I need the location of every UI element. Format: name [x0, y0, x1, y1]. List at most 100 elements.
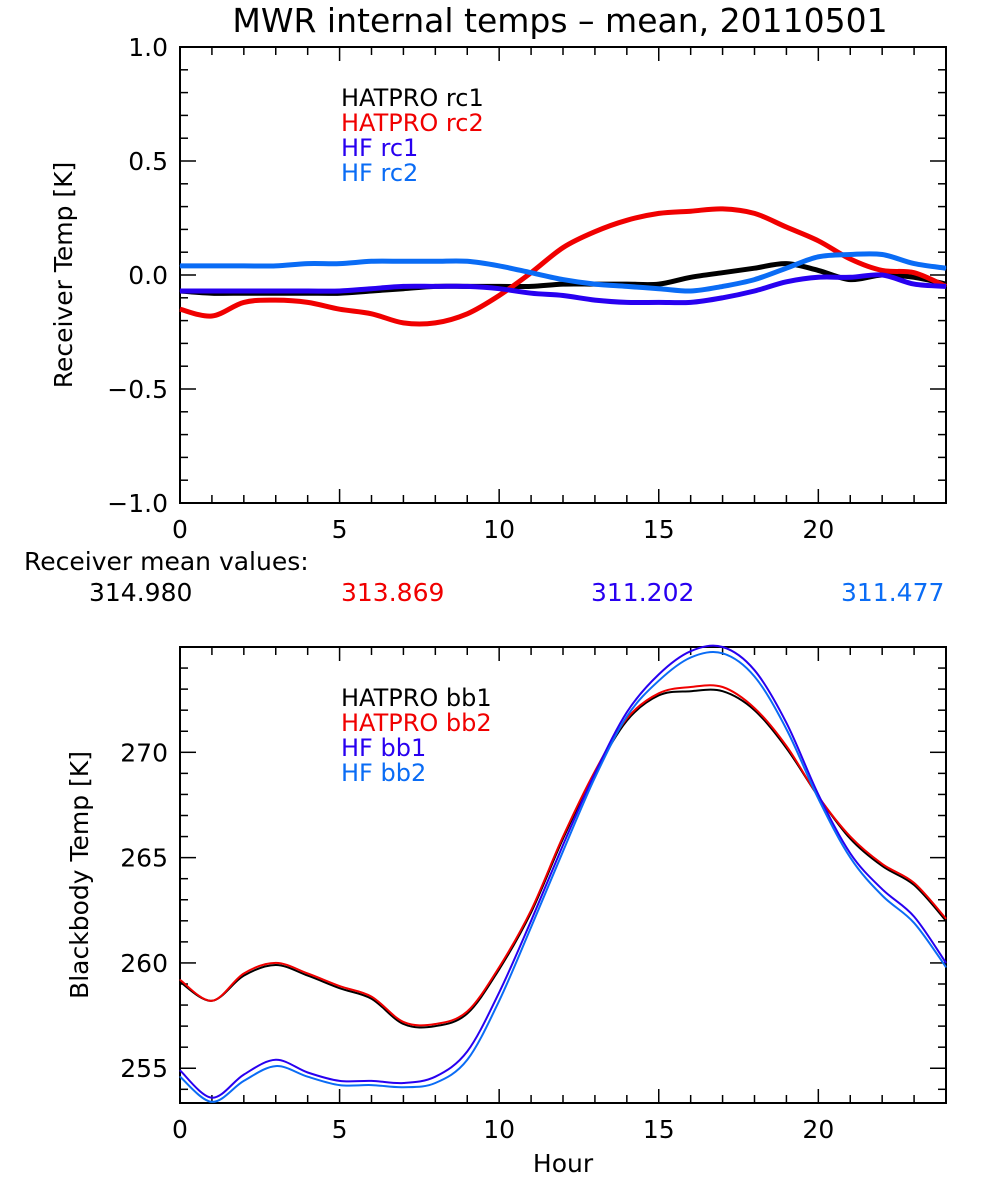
data-point-hatpro-rc1: [658, 283, 660, 285]
data-point-hf-bb1: [754, 669, 755, 671]
data-point-hf-bb2: [881, 895, 883, 897]
y-tick-label: −1.0: [107, 489, 168, 518]
data-point-hatpro-bb2: [913, 882, 915, 884]
data-point-hf-rc2: [307, 263, 309, 265]
data-point-hf-bb2: [530, 926, 532, 928]
x-tick-label: 5: [332, 515, 348, 544]
data-point-hf-rc2: [849, 253, 851, 255]
data-point-hf-bb1: [434, 1076, 436, 1078]
mean-value-hf-rc1: 311.202: [591, 578, 694, 607]
data-point-hf-rc1: [626, 301, 628, 303]
y-axis-label: Receiver Temp [K]: [49, 162, 78, 389]
data-point-hf-bb1: [562, 844, 564, 846]
data-point-hf-bb1: [690, 650, 692, 652]
data-point-hatpro-bb1: [402, 1023, 404, 1025]
data-point-hatpro-rc1: [913, 276, 915, 278]
data-point-hf-bb2: [466, 1059, 468, 1061]
data-point-hf-rc2: [754, 279, 755, 281]
data-point-hf-bb1: [275, 1059, 277, 1061]
data-point-hf-bb2: [307, 1076, 309, 1078]
data-point-hf-bb1: [371, 1080, 372, 1082]
legend-item-hf-bb1: HF bb1: [341, 734, 426, 762]
data-point-hf-bb2: [785, 728, 787, 730]
data-point-hatpro-bb1: [881, 865, 883, 867]
data-point-hf-rc2: [179, 265, 181, 267]
data-point-hf-rc2: [690, 290, 692, 292]
legend-item-hatpro-rc2: HATPRO rc2: [341, 109, 484, 137]
data-point-hf-rc2: [594, 283, 596, 285]
receiver-temp-panel: 0 5 10 15 20 −1.0 −0.5 0.0 0.5 1.0 Receiver Temp …: [49, 33, 948, 544]
data-point-hatpro-bb1: [307, 975, 309, 977]
x-tick-label: 20: [802, 1115, 834, 1144]
x-tick-label: 0: [172, 1115, 188, 1144]
data-point-hatpro-rc2: [849, 258, 851, 260]
data-point-hf-bb1: [243, 1074, 245, 1076]
data-point-hatpro-rc2: [307, 301, 309, 303]
data-point-hf-bb2: [722, 652, 724, 654]
series-lines: [179, 206, 948, 327]
data-point-hatpro-bb2: [658, 692, 660, 694]
data-point-hf-rc2: [243, 265, 245, 267]
data-point-hf-rc2: [945, 267, 947, 269]
data-point-hf-bb2: [179, 1076, 181, 1078]
data-point-hf-bb2: [371, 1084, 372, 1086]
data-point-hf-rc1: [594, 299, 596, 301]
legend: HATPRO bb1 HATPRO bb2 HF bb1 HF bb2: [341, 684, 492, 787]
data-point-hatpro-bb1: [179, 981, 181, 983]
x-tick-label: 20: [802, 515, 834, 544]
data-point-hf-rc1: [275, 290, 277, 292]
mean-value-hf-rc2: 311.477: [841, 578, 944, 607]
data-point-hf-rc2: [881, 253, 883, 255]
data-point-hf-bb1: [307, 1071, 309, 1073]
mean-value-hatpro-rc1: 314.980: [89, 578, 192, 607]
legend-item-hf-rc1: HF rc1: [341, 134, 418, 162]
data-point-hf-rc2: [626, 285, 628, 287]
y-tick-label: 1.0: [128, 33, 168, 62]
data-point-hf-rc1: [690, 301, 692, 303]
data-point-hatpro-rc2: [211, 315, 213, 317]
data-point-hf-rc1: [722, 297, 724, 299]
data-point-hf-bb1: [658, 673, 660, 675]
data-point-hf-rc1: [658, 301, 660, 303]
data-point-hatpro-bb1: [658, 694, 660, 696]
data-point-hatpro-rc1: [722, 272, 724, 274]
legend-item-hf-bb2: HF bb2: [341, 759, 426, 787]
y-tick-label: 0.5: [128, 147, 168, 176]
data-point-hf-bb2: [754, 675, 755, 677]
data-point-hf-rc2: [785, 267, 787, 269]
data-point-hatpro-rc1: [530, 285, 532, 287]
data-point-hatpro-bb1: [754, 709, 755, 711]
data-point-hf-rc1: [754, 290, 755, 292]
data-point-hf-rc1: [402, 285, 404, 287]
data-point-hatpro-bb2: [179, 979, 181, 981]
data-point-hf-bb2: [626, 716, 628, 718]
data-point-hatpro-rc2: [243, 301, 245, 303]
data-point-hf-rc2: [339, 263, 341, 265]
data-point-hf-rc1: [530, 292, 532, 294]
data-point-hf-rc2: [402, 260, 404, 262]
data-point-hf-rc2: [913, 263, 915, 265]
data-point-hatpro-bb1: [275, 964, 277, 966]
data-point-hf-bb2: [339, 1084, 341, 1086]
x-tick-label: 0: [172, 515, 188, 544]
data-point-hatpro-rc2: [339, 308, 341, 310]
legend-item-hatpro-bb1: HATPRO bb1: [341, 684, 492, 712]
data-point-hatpro-bb1: [339, 987, 341, 989]
data-point-hatpro-bb1: [690, 690, 692, 692]
data-point-hatpro-bb2: [498, 966, 500, 968]
data-point-hf-rc1: [434, 285, 436, 287]
x-tick-label: 15: [643, 515, 675, 544]
data-point-hf-bb1: [849, 852, 851, 854]
y-tick-label: −0.5: [107, 375, 168, 404]
data-point-hf-bb1: [530, 920, 532, 922]
data-point-hatpro-rc2: [402, 322, 404, 324]
data-point-hatpro-rc2: [275, 299, 277, 301]
data-point-hf-rc2: [211, 265, 213, 267]
legend-item-hf-rc2: HF rc2: [341, 159, 418, 187]
data-point-hatpro-bb2: [754, 707, 755, 709]
data-point-hf-bb2: [913, 922, 915, 924]
data-point-hatpro-rc2: [466, 313, 468, 315]
data-point-hatpro-bb1: [722, 690, 724, 692]
data-point-hf-bb2: [243, 1080, 245, 1082]
